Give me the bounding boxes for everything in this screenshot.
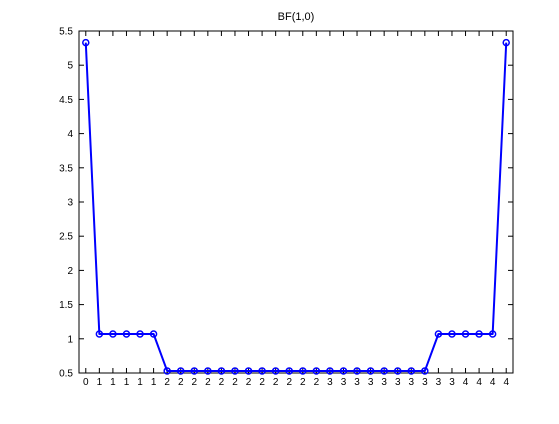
data-point (461, 330, 470, 338)
data-point (353, 367, 361, 375)
data-point (258, 367, 266, 375)
data-point (109, 330, 117, 338)
x-tick-label: 1 (110, 377, 116, 388)
x-tick-label: 3 (354, 377, 360, 388)
x-tick-label: 2 (246, 377, 252, 388)
y-tick-label: 1.5 (59, 300, 73, 311)
x-tick-label: 3 (422, 377, 428, 388)
data-point (271, 367, 280, 375)
data-point (190, 367, 199, 375)
data-point (204, 367, 212, 375)
x-tick-label: 3 (381, 377, 387, 388)
data-point (393, 367, 402, 375)
x-tick-label: 2 (164, 377, 170, 388)
data-point (475, 330, 483, 338)
x-tick-label: 3 (449, 377, 455, 388)
series-layer (82, 38, 510, 375)
data-point (285, 367, 293, 375)
y-tick-label: 0.5 (59, 369, 73, 380)
x-tick-label: 3 (341, 377, 347, 388)
y-tick-label: 3 (67, 198, 73, 209)
y-tick-label: 4 (67, 129, 73, 140)
x-tick-label: 3 (436, 377, 442, 388)
data-point (326, 367, 334, 375)
x-tick-label: 1 (97, 377, 103, 388)
x-tick-label: 2 (314, 377, 320, 388)
x-tick-label: 0 (83, 377, 89, 388)
x-tick-label: 3 (368, 377, 374, 388)
x-tick-label: 2 (300, 377, 306, 388)
data-point (434, 330, 443, 338)
data-point (176, 367, 185, 375)
series-line (84, 42, 508, 372)
x-tick-label: 2 (286, 377, 292, 388)
data-point (299, 367, 307, 375)
data-point (231, 367, 239, 375)
y-tick-label: 4.5 (59, 95, 73, 106)
data-point (366, 367, 375, 375)
data-point (407, 367, 416, 375)
data-point (122, 330, 131, 338)
data-point (339, 367, 348, 375)
x-tick-label: 3 (327, 377, 333, 388)
x-tick-label: 2 (273, 377, 279, 388)
y-tick-label: 1 (67, 334, 73, 345)
data-point (488, 330, 497, 338)
data-point (95, 330, 104, 338)
data-point (244, 367, 253, 375)
y-axis: 0.5 1 1.5 2 2.5 3 3.5 4 4.5 5 5.5 (59, 27, 513, 380)
x-tick-label: 3 (395, 377, 401, 388)
y-tick-label: 5.5 (59, 27, 73, 38)
x-tick-label: 4 (476, 377, 482, 388)
data-point (82, 38, 90, 47)
y-tick-label: 2.5 (59, 232, 73, 243)
data-point (149, 330, 158, 338)
x-tick-label: 1 (151, 377, 157, 388)
data-point (421, 367, 429, 375)
y-tick-label: 5 (67, 61, 73, 72)
x-tick-label: 2 (232, 377, 238, 388)
x-tick-label: 4 (503, 377, 509, 388)
x-tick-label: 1 (124, 377, 130, 388)
x-tick-label: 2 (178, 377, 184, 388)
data-point (380, 367, 388, 375)
chart-title: BF(1,0) (278, 11, 315, 23)
x-tick-label: 4 (463, 377, 469, 388)
data-point (217, 367, 226, 375)
x-tick-label: 1 (137, 377, 143, 388)
data-point (448, 330, 456, 338)
x-tick-label: 2 (205, 377, 211, 388)
plot-area (78, 30, 514, 374)
data-point (502, 38, 510, 47)
data-point (163, 367, 171, 375)
x-tick-label: 2 (219, 377, 225, 388)
y-tick-label: 2 (67, 266, 73, 277)
data-point (312, 367, 321, 375)
x-tick-label: 2 (192, 377, 198, 388)
x-tick-label: 3 (409, 377, 415, 388)
x-tick-label: 2 (259, 377, 265, 388)
y-tick-label: 3.5 (59, 163, 73, 174)
data-point (136, 330, 144, 338)
x-tick-label: 4 (490, 377, 496, 388)
